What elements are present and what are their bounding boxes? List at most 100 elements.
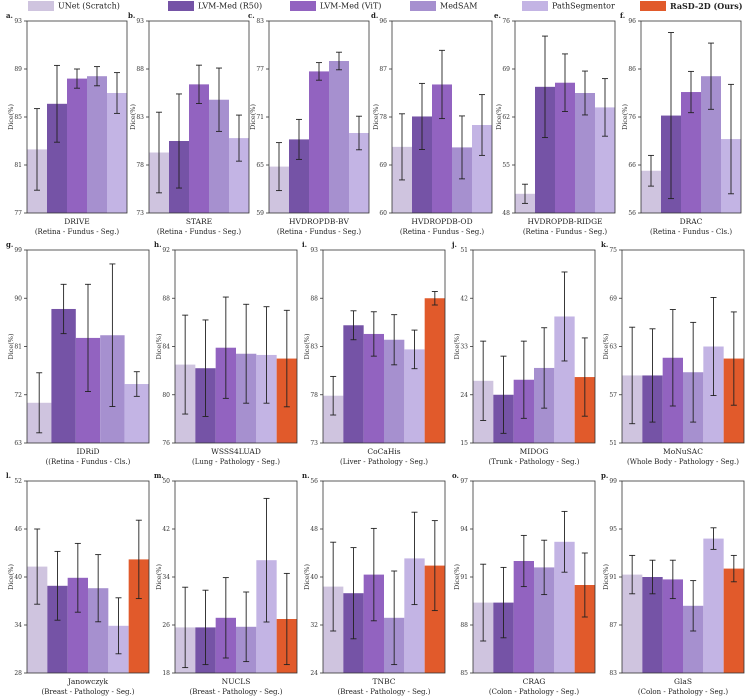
chart-panel: c. 59 65 71 77 83 Dice(%) HVDROPDB-BV (Retina - … <box>248 11 370 236</box>
y-tick-label: 75 <box>609 247 617 254</box>
chart-panel: i. 73 78 83 88 93 Dice(%) CoCaHis (Liver - Patho… <box>302 240 446 466</box>
error-bar <box>176 93 182 189</box>
error-bar <box>522 183 528 204</box>
y-tick-label: 26 <box>162 622 170 629</box>
error-bar <box>439 49 445 120</box>
panel-letter: d. <box>371 11 378 20</box>
y-tick-label: 93 <box>14 18 22 25</box>
chart-panel: g. 63 72 81 90 99 Dice(%) IDRiD ((Retina - Fundu… <box>6 240 150 466</box>
dataset-title: DRIVE <box>64 217 90 226</box>
error-bar <box>730 311 737 406</box>
error-bar <box>182 586 189 669</box>
error-bar <box>243 303 250 404</box>
bar <box>642 577 663 673</box>
y-tick-label: 96 <box>628 18 636 25</box>
error-bar <box>581 337 588 417</box>
y-tick-label: 88 <box>136 66 144 73</box>
error-bar <box>411 511 418 606</box>
error-bar <box>561 510 568 573</box>
y-tick-label: 65 <box>256 162 264 169</box>
y-axis-label: Dice(%) <box>621 104 629 130</box>
y-tick-label: 63 <box>14 440 22 447</box>
y-tick-label: 72 <box>14 392 22 399</box>
y-tick-label: 63 <box>609 344 617 351</box>
error-bar <box>115 597 122 655</box>
error-bar <box>296 118 302 160</box>
y-tick-label: 34 <box>14 622 22 629</box>
error-bar <box>480 340 487 421</box>
error-bar <box>710 296 717 397</box>
error-bar <box>236 114 242 162</box>
panel-letter: k. <box>601 240 608 249</box>
y-tick-label: 56 <box>628 210 636 217</box>
error-bar <box>649 559 656 595</box>
dataset-subtitle: (Breast - Pathology - Seg.) <box>42 688 135 696</box>
y-axis-label: Dice(%) <box>155 333 163 359</box>
error-bar <box>60 283 67 335</box>
bar <box>575 93 595 213</box>
error-bar <box>94 66 100 87</box>
error-bar <box>54 550 61 621</box>
bar <box>555 82 575 213</box>
bar <box>384 339 405 443</box>
y-axis-label: Dice(%) <box>602 564 610 590</box>
panel-letter: h. <box>154 240 162 249</box>
dataset-subtitle: (Retina - Fundus - Seg.) <box>523 228 608 236</box>
dataset-title: NUCLS <box>222 677 251 686</box>
y-tick-label: 91 <box>460 574 468 581</box>
bar <box>27 566 48 673</box>
y-tick-label: 48 <box>502 210 510 217</box>
y-tick-label: 83 <box>310 344 318 351</box>
legend-label: LVM-Med (ViT) <box>320 1 382 11</box>
y-tick-label: 89 <box>14 66 22 73</box>
dataset-title: HVDROPDB-BV <box>289 217 350 226</box>
y-axis-label: Dice(%) <box>453 564 461 590</box>
legend-item: PathSegmentor <box>522 1 615 13</box>
error-bar <box>356 115 362 151</box>
error-bar <box>316 62 322 81</box>
bar <box>47 103 67 213</box>
dataset-subtitle: (Whole Body - Pathology - Seg.) <box>627 458 739 466</box>
y-axis-label: Dice(%) <box>7 564 15 590</box>
y-tick-label: 87 <box>379 66 387 73</box>
dataset-title: MIDOG <box>520 447 549 456</box>
y-tick-label: 52 <box>14 478 22 485</box>
y-tick-label: 66 <box>628 162 636 169</box>
panel-letter: e. <box>494 11 501 20</box>
error-bar <box>479 94 485 156</box>
y-tick-label: 50 <box>162 478 170 485</box>
y-tick-label: 24 <box>310 670 318 677</box>
error-bar <box>541 327 548 409</box>
chart-panel: f. 56 66 76 86 96 Dice(%) DRAC (Retina - Fundus … <box>620 11 742 236</box>
y-tick-label: 96 <box>379 18 387 25</box>
bar <box>535 86 555 213</box>
bar <box>412 116 432 213</box>
error-bar <box>541 539 548 596</box>
y-tick-label: 90 <box>14 295 22 302</box>
panel-letter: i. <box>302 240 307 249</box>
legend-item: LVM-Med (ViT) <box>290 1 381 13</box>
error-bar <box>669 309 676 407</box>
y-tick-label: 78 <box>379 114 387 121</box>
bar <box>289 139 309 213</box>
error-bar <box>85 283 91 392</box>
bar <box>128 559 149 673</box>
error-bar <box>202 319 209 417</box>
y-tick-label: 93 <box>310 247 318 254</box>
y-axis-label: Dice(%) <box>372 104 380 130</box>
y-tick-label: 71 <box>256 114 264 121</box>
y-tick-label: 88 <box>460 622 468 629</box>
error-bar <box>222 577 229 659</box>
y-axis-label: Dice(%) <box>155 564 163 590</box>
error-bar <box>419 82 425 150</box>
dataset-title: TNBC <box>373 677 396 686</box>
dataset-title: HVDROPDB-OD <box>411 217 472 226</box>
y-tick-label: 32 <box>310 622 318 629</box>
y-tick-label: 51 <box>460 247 468 254</box>
y-tick-label: 99 <box>609 478 617 485</box>
bar <box>209 99 229 213</box>
error-bar <box>582 70 588 116</box>
bar <box>404 558 425 673</box>
bar <box>554 541 575 673</box>
error-bar <box>263 306 270 404</box>
